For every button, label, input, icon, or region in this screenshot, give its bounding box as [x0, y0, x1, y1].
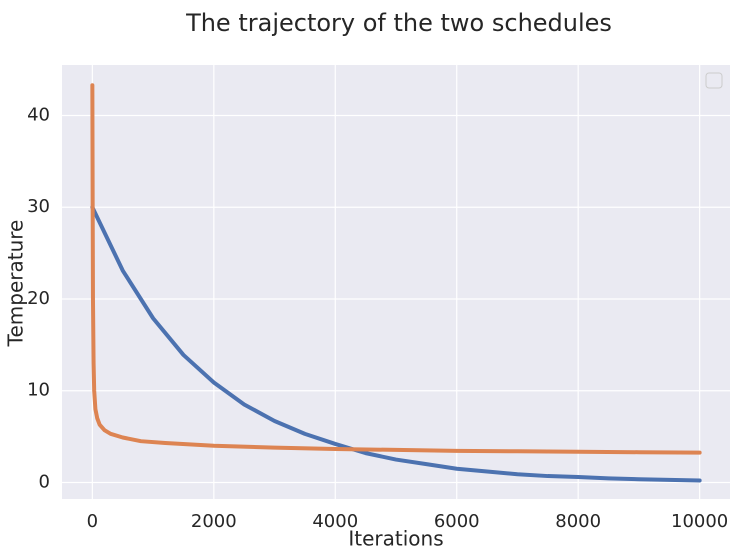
- series-line-1: [90, 205, 702, 483]
- x-tick-label: 6000: [434, 511, 480, 532]
- plot-area: [62, 65, 730, 499]
- series-line-2: [90, 83, 702, 455]
- x-tick-label: 2000: [191, 511, 237, 532]
- y-tick-label: 10: [27, 380, 50, 401]
- x-tick-label: 8000: [555, 511, 601, 532]
- x-tick-label: 10000: [671, 511, 728, 532]
- legend-box: [705, 72, 723, 89]
- x-tick-label: 4000: [312, 511, 358, 532]
- chart-title: The trajectory of the two schedules: [185, 9, 612, 37]
- y-tick-label: 0: [39, 471, 50, 492]
- series-layer: [90, 83, 702, 483]
- y-tick-label: 20: [27, 288, 50, 309]
- y-tick-label: 40: [27, 104, 50, 125]
- y-axis-label: Temperature: [4, 220, 28, 348]
- tick-labels: 0 2000 4000 6000 8000 10000 0 10 20 30 40: [27, 104, 728, 532]
- x-tick-label: 0: [87, 511, 98, 532]
- y-tick-label: 30: [27, 196, 50, 217]
- grid: [62, 65, 730, 499]
- x-axis-label: Iterations: [348, 527, 443, 551]
